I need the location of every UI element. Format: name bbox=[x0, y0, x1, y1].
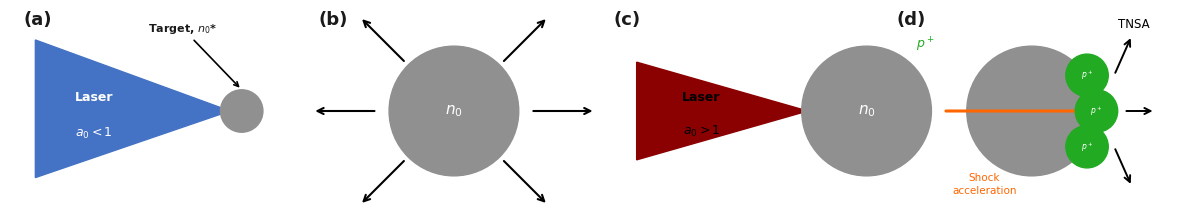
Ellipse shape bbox=[1066, 54, 1108, 97]
Text: (c): (c) bbox=[613, 11, 640, 29]
Ellipse shape bbox=[389, 46, 519, 176]
Ellipse shape bbox=[1075, 90, 1118, 132]
Ellipse shape bbox=[220, 90, 263, 132]
Polygon shape bbox=[637, 62, 808, 160]
Text: (a): (a) bbox=[24, 11, 52, 29]
Text: $n_0$: $n_0$ bbox=[444, 103, 463, 119]
Text: (d): (d) bbox=[896, 11, 926, 29]
Text: $p^+$: $p^+$ bbox=[916, 35, 935, 54]
Text: Laser: Laser bbox=[683, 91, 720, 104]
Text: Shock
acceleration: Shock acceleration bbox=[953, 173, 1016, 196]
Text: $p^+$: $p^+$ bbox=[1081, 140, 1093, 154]
Text: (b): (b) bbox=[318, 11, 348, 29]
Ellipse shape bbox=[802, 46, 931, 176]
Ellipse shape bbox=[967, 46, 1096, 176]
Text: $p^+$: $p^+$ bbox=[1081, 68, 1093, 82]
Text: Target, $n_0$*: Target, $n_0$* bbox=[149, 22, 238, 86]
Text: TNSA: TNSA bbox=[1118, 18, 1150, 31]
Text: $p^+$: $p^+$ bbox=[1091, 104, 1102, 118]
Text: $a_0 > 1$: $a_0 > 1$ bbox=[683, 123, 720, 139]
Text: $n_0$: $n_0$ bbox=[857, 103, 876, 119]
Ellipse shape bbox=[1066, 125, 1108, 168]
Polygon shape bbox=[35, 40, 230, 178]
Text: $a_0 < 1$: $a_0 < 1$ bbox=[75, 126, 113, 141]
Text: Laser: Laser bbox=[75, 91, 113, 104]
